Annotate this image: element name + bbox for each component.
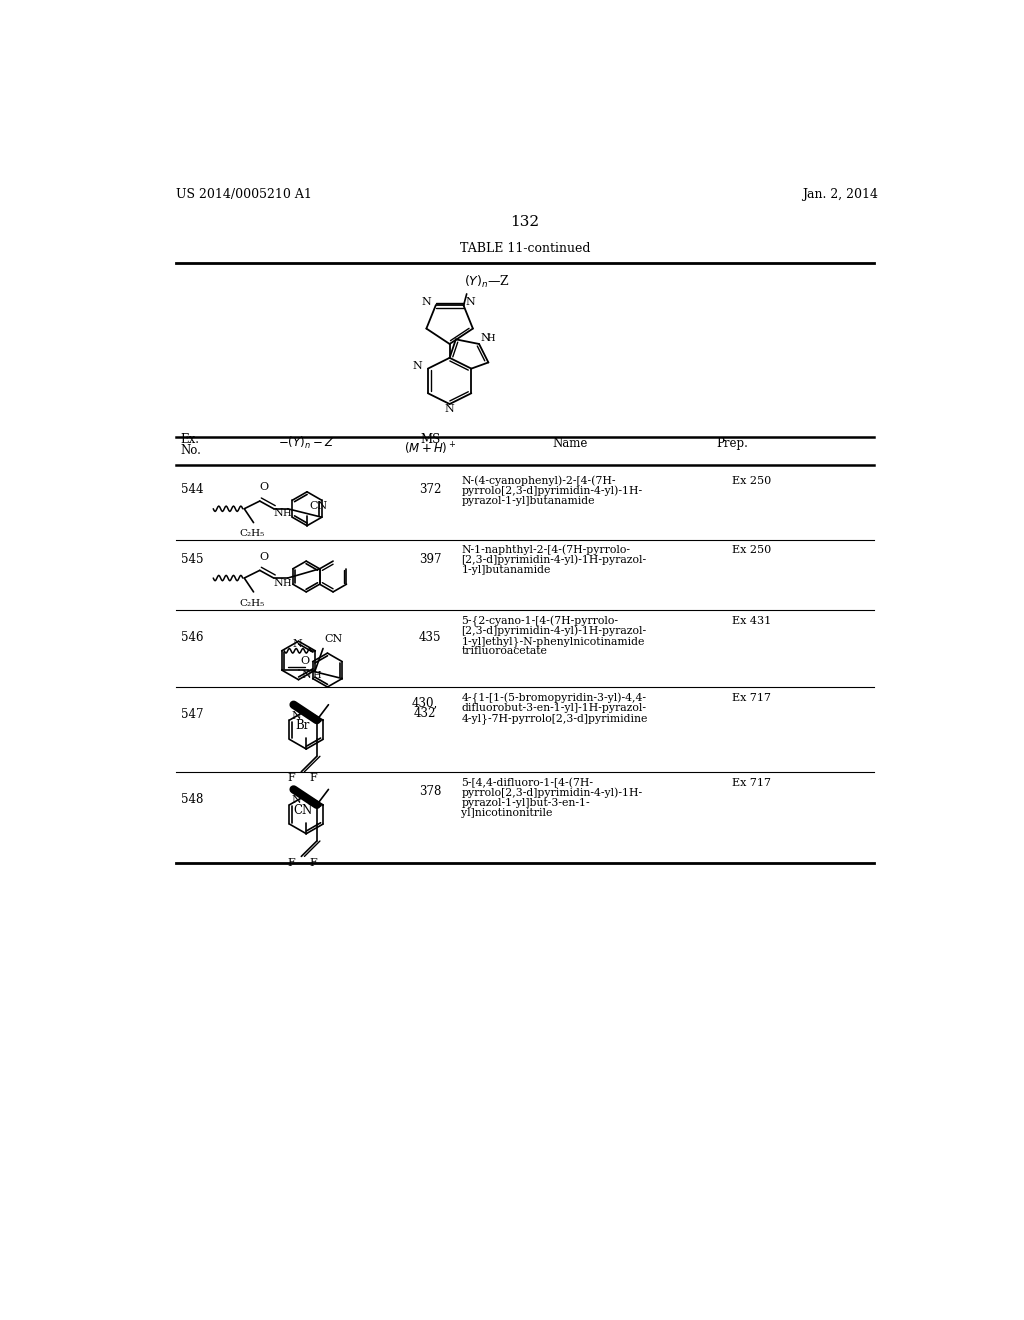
Text: 397: 397: [419, 553, 441, 566]
Text: N-1-naphthyl-2-[4-(7H-pyrrolo-: N-1-naphthyl-2-[4-(7H-pyrrolo-: [461, 545, 630, 556]
Text: F: F: [288, 858, 295, 867]
Text: O: O: [259, 482, 268, 492]
Text: 548: 548: [180, 793, 203, 807]
Text: Ex 250: Ex 250: [732, 477, 772, 486]
Text: Jan. 2, 2014: Jan. 2, 2014: [802, 189, 879, 202]
Text: 545: 545: [180, 553, 203, 566]
Text: N-(4-cyanophenyl)-2-[4-(7H-: N-(4-cyanophenyl)-2-[4-(7H-: [461, 475, 615, 486]
Text: [2,3-d]pyrimidin-4-yl)-1H-pyrazol-: [2,3-d]pyrimidin-4-yl)-1H-pyrazol-: [461, 626, 646, 636]
Text: Br: Br: [295, 719, 309, 733]
Text: N: N: [273, 508, 284, 519]
Text: N: N: [480, 333, 490, 343]
Text: CN: CN: [325, 635, 343, 644]
Text: Name: Name: [552, 437, 588, 450]
Text: pyrazol-1-yl]but-3-en-1-: pyrazol-1-yl]but-3-en-1-: [461, 799, 590, 808]
Text: CN: CN: [294, 804, 312, 817]
Text: N: N: [292, 639, 302, 649]
Text: Ex 431: Ex 431: [732, 616, 772, 626]
Text: No.: No.: [180, 444, 202, 457]
Text: N: N: [273, 578, 284, 587]
Text: C₂H₅: C₂H₅: [240, 599, 264, 607]
Text: 544: 544: [180, 483, 203, 496]
Text: pyrrolo[2,3-d]pyrimidin-4-yl)-1H-: pyrrolo[2,3-d]pyrimidin-4-yl)-1H-: [461, 486, 642, 496]
Text: TABLE 11-continued: TABLE 11-continued: [460, 243, 590, 255]
Text: 432: 432: [414, 706, 436, 719]
Text: N: N: [421, 297, 431, 306]
Text: 5-{2-cyano-1-[4-(7H-pyrrolo-: 5-{2-cyano-1-[4-(7H-pyrrolo-: [461, 615, 618, 627]
Text: N: N: [291, 795, 301, 805]
Text: 547: 547: [180, 709, 203, 721]
Text: 435: 435: [419, 631, 441, 644]
Text: Ex 250: Ex 250: [732, 545, 772, 556]
Text: N: N: [302, 669, 311, 680]
Text: H: H: [283, 510, 291, 519]
Text: O: O: [300, 656, 309, 665]
Text: 132: 132: [510, 215, 540, 230]
Text: N: N: [291, 710, 301, 721]
Text: 546: 546: [180, 631, 203, 644]
Text: H: H: [312, 671, 322, 680]
Text: 1-yl]butanamide: 1-yl]butanamide: [461, 565, 551, 576]
Text: MS: MS: [420, 433, 440, 446]
Text: 4-{1-[1-(5-bromopyridin-3-yl)-4,4-: 4-{1-[1-(5-bromopyridin-3-yl)-4,4-: [461, 693, 646, 704]
Text: 4-yl}-7H-pyrrolo[2,3-d]pyrimidine: 4-yl}-7H-pyrrolo[2,3-d]pyrimidine: [461, 713, 647, 725]
Text: trifluoroacetate: trifluoroacetate: [461, 647, 547, 656]
Text: 430,: 430,: [412, 697, 438, 710]
Text: N: N: [412, 360, 422, 371]
Text: pyrazol-1-yl]butanamide: pyrazol-1-yl]butanamide: [461, 496, 595, 506]
Text: pyrrolo[2,3-d]pyrimidin-4-yl)-1H-: pyrrolo[2,3-d]pyrimidin-4-yl)-1H-: [461, 788, 642, 799]
Text: C₂H₅: C₂H₅: [240, 529, 264, 539]
Text: yl]nicotinonitrile: yl]nicotinonitrile: [461, 808, 553, 818]
Text: Ex 717: Ex 717: [732, 777, 771, 788]
Text: N: N: [444, 404, 455, 413]
Text: $-(Y)_n-Z$: $-(Y)_n-Z$: [278, 436, 335, 451]
Text: 378: 378: [419, 785, 441, 799]
Text: [2,3-d]pyrimidin-4-yl)-1H-pyrazol-: [2,3-d]pyrimidin-4-yl)-1H-pyrazol-: [461, 554, 646, 565]
Text: F: F: [309, 858, 316, 867]
Text: Ex.: Ex.: [180, 433, 200, 446]
Text: 372: 372: [419, 483, 441, 496]
Text: CN: CN: [309, 500, 328, 511]
Text: Prep.: Prep.: [717, 437, 749, 450]
Text: US 2014/0005210 A1: US 2014/0005210 A1: [176, 189, 312, 202]
Text: difluorobut-3-en-1-yl]-1H-pyrazol-: difluorobut-3-en-1-yl]-1H-pyrazol-: [461, 704, 646, 713]
Text: H: H: [283, 578, 291, 587]
Text: F: F: [309, 774, 316, 783]
Text: $(Y)_n$—Z: $(Y)_n$—Z: [464, 275, 510, 290]
Text: O: O: [259, 552, 268, 561]
Text: Ex 717: Ex 717: [732, 693, 771, 704]
Text: $(M + H)^+$: $(M + H)^+$: [404, 441, 457, 458]
Text: 1-yl]ethyl}-N-phenylnicotinamide: 1-yl]ethyl}-N-phenylnicotinamide: [461, 636, 645, 647]
Text: N: N: [465, 297, 475, 306]
Text: H: H: [486, 334, 496, 343]
Text: F: F: [288, 774, 295, 783]
Text: 5-[4,4-difluoro-1-[4-(7H-: 5-[4,4-difluoro-1-[4-(7H-: [461, 777, 593, 788]
